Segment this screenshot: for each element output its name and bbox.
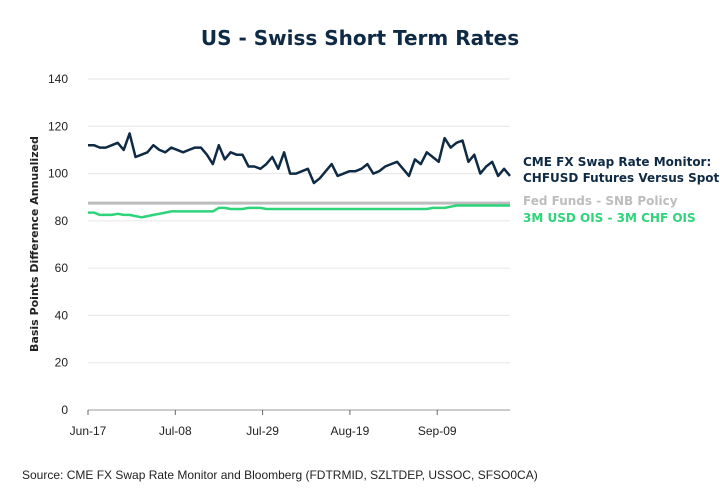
legend-fedfunds-label: Fed Funds - SNB Policy [523,194,678,208]
y-axis-ticks: 0 20 40 60 80 100 120 140 [48,72,68,417]
y-axis-title: Basis Points Difference Annualized [28,136,41,352]
y-tick-label: 40 [55,308,69,322]
x-tick-label: Sep-09 [418,424,457,438]
source-note: Source: CME FX Swap Rate Monitor and Blo… [22,468,538,482]
y-tick-label: 0 [61,403,68,417]
series-lines [88,132,511,219]
x-tick-label: Jul-29 [246,424,279,438]
x-tick-label: Aug-19 [331,424,370,438]
series-ois-line [88,204,510,219]
legend-futures-label: CME FX Swap Rate Monitor: CHFUSD Futures… [523,155,720,185]
y-tick-label: 20 [55,356,69,370]
legend-ois: 3M USD OIS - 3M CHF OIS [523,210,696,226]
legend-futures: CME FX Swap Rate Monitor: CHFUSD Futures… [523,154,720,186]
series-futures-line [88,132,511,185]
x-tick-label: Jun-17 [70,424,107,438]
legend-ois-label: 3M USD OIS - 3M CHF OIS [523,211,696,225]
y-tick-label: 100 [48,167,68,181]
legend-fedfunds: Fed Funds - SNB Policy [523,193,678,209]
y-tick-label: 120 [48,119,68,133]
grid-lines [88,78,510,411]
chart-title: US - Swiss Short Term Rates [200,26,520,50]
y-tick-label: 60 [55,261,69,275]
x-axis-ticks: Jun-17 Jul-08 Jul-29 Aug-19 Sep-09 [70,410,457,438]
x-tick-label: Jul-08 [159,424,192,438]
y-tick-label: 80 [55,214,69,228]
y-tick-label: 140 [48,72,68,86]
